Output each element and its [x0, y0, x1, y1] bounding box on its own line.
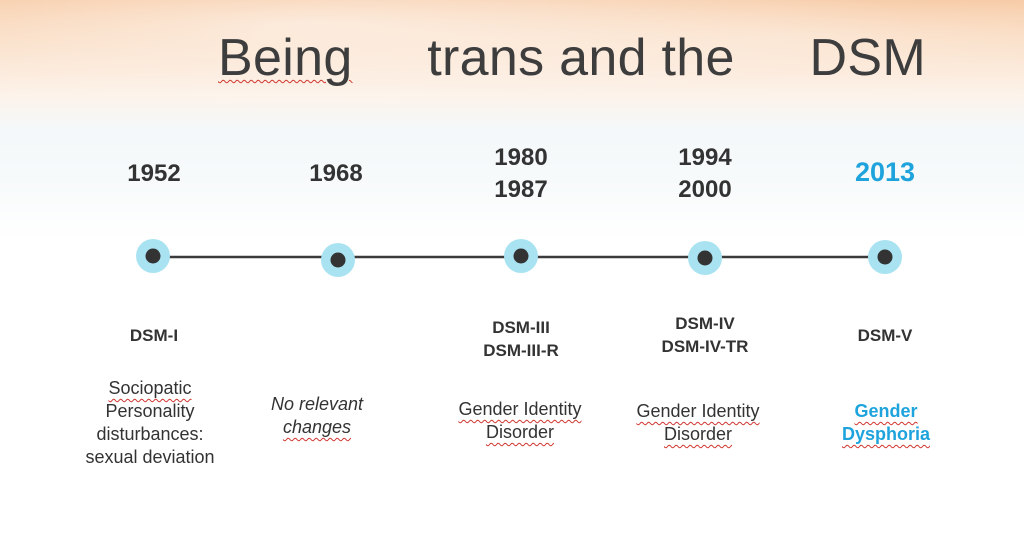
edition-dsm-iii: DSM-III DSM-III-R [441, 316, 601, 362]
description-1968-line-2-text: changes [282, 417, 352, 437]
description-2013-line-2-text: Dysphoria [841, 424, 931, 444]
edition-dsm-i-text: DSM-I [129, 326, 179, 345]
timeline-marker-1968 [321, 243, 355, 277]
timeline-marker-2013 [868, 240, 902, 274]
edition-dsm-v-text: DSM-V [857, 326, 913, 345]
description-1952-line-1: Sociopatic [65, 377, 235, 400]
slide-title: Being trans and the DSM [0, 28, 1024, 88]
title-word-middle: trans and the [427, 29, 735, 87]
year-1994-2000: 1994 2000 [625, 142, 785, 206]
edition-dsm-iv: DSM-IV DSM-IV-TR [625, 312, 785, 358]
description-1952: Sociopatic Personality disturbances: sex… [65, 377, 235, 469]
description-1968-line-1: No relevant [270, 394, 364, 414]
description-1994-line-2-text: Disorder [663, 424, 733, 444]
description-1994-line-2: Disorder [613, 423, 783, 446]
description-1968-line-2: changes [232, 416, 402, 439]
year-1952-text: 1952 [127, 160, 181, 187]
description-2013-line-2: Dysphoria [801, 423, 971, 446]
timeline-marker-1980 [504, 239, 538, 273]
title-word-dsm: DSM [809, 29, 926, 87]
description-1968: No relevant changes [232, 393, 402, 439]
edition-dsm-iii-text: DSM-III [492, 318, 550, 337]
description-1952-line-3: disturbances: [96, 424, 204, 444]
year-1952: 1952 [74, 158, 234, 190]
description-1980-line-2: Disorder [435, 421, 605, 444]
description-2013-line-1-text: Gender [854, 401, 918, 421]
edition-dsm-iv-tr-text: DSM-IV-TR [661, 337, 749, 356]
timeline-marker-1952 [136, 239, 170, 273]
year-1987-text: 1987 [494, 176, 548, 203]
description-1980-line-1-text: Gender Identity [458, 399, 582, 419]
year-1968-text: 1968 [309, 160, 363, 187]
edition-dsm-iii-r-text: DSM-III-R [483, 341, 559, 360]
description-1952-line-4: sexual deviation [85, 447, 215, 467]
description-1980: Gender Identity Disorder [435, 398, 605, 444]
year-2013-text: 2013 [854, 157, 916, 187]
description-1994-line-1: Gender Identity [613, 400, 783, 423]
description-1952-line-1-text: Sociopatic [108, 378, 192, 398]
edition-dsm-iv-text: DSM-IV [675, 314, 735, 333]
title-word-being: Being [218, 29, 353, 87]
year-1994-text: 1994 [678, 144, 732, 171]
description-1952-line-2: Personality [105, 401, 195, 421]
edition-dsm-i: DSM-I [74, 324, 234, 347]
description-1994-line-1-text: Gender Identity [636, 401, 760, 421]
description-1980-line-2-text: Disorder [485, 422, 555, 442]
year-1980-text: 1980 [494, 144, 548, 171]
year-1980-1987: 1980 1987 [441, 142, 601, 206]
description-1980-line-1: Gender Identity [435, 398, 605, 421]
year-2000-text: 2000 [678, 176, 732, 203]
year-1968: 1968 [256, 158, 416, 190]
description-2013-line-1: Gender [801, 400, 971, 423]
description-2013: Gender Dysphoria [801, 400, 971, 446]
description-1994: Gender Identity Disorder [613, 400, 783, 446]
edition-dsm-v: DSM-V [805, 324, 965, 347]
year-2013: 2013 [805, 156, 965, 188]
timeline-marker-1994 [688, 241, 722, 275]
